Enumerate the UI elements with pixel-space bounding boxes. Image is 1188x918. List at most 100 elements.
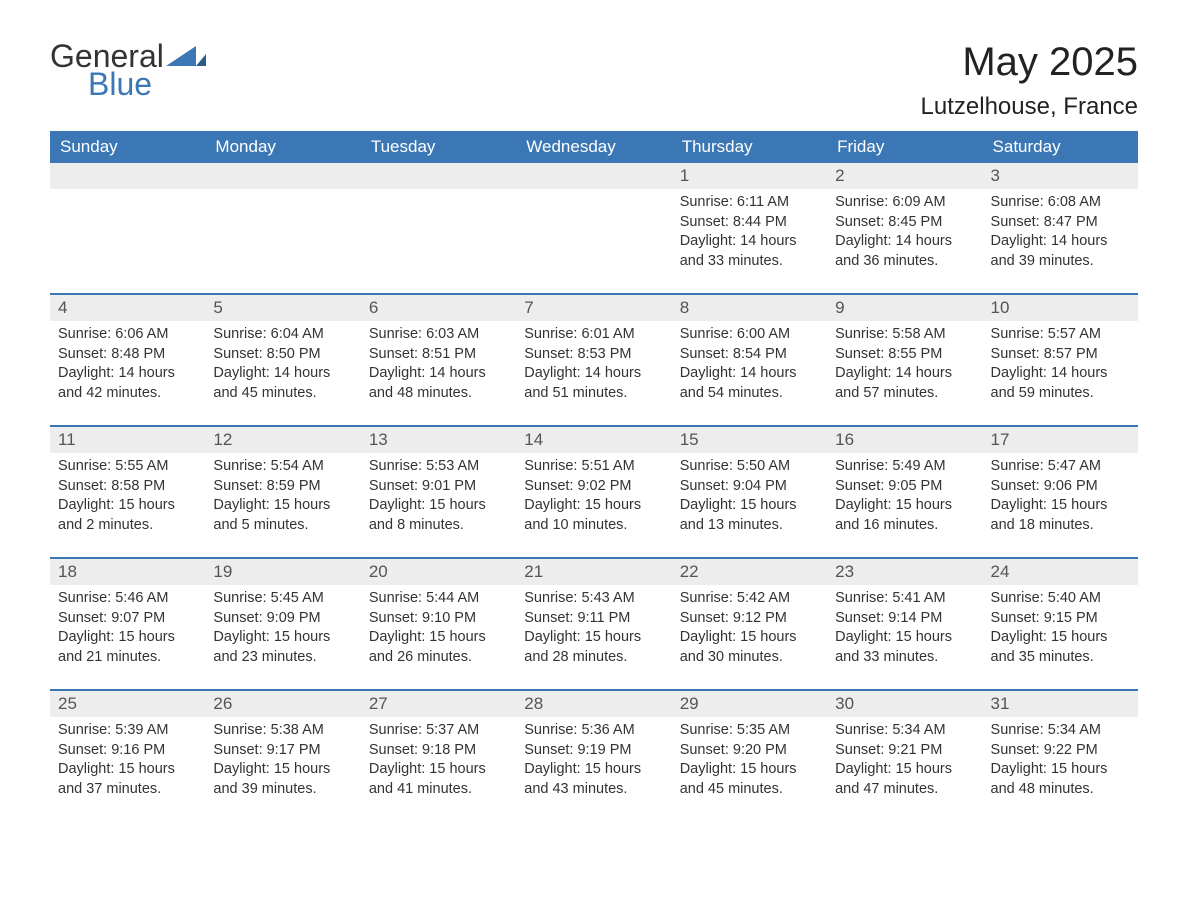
day-number: 28 [524, 694, 543, 713]
daylight-line: Daylight: 15 hours and 8 minutes. [369, 496, 508, 535]
day-cell: 16Sunrise: 5:49 AMSunset: 9:05 PMDayligh… [827, 427, 982, 547]
daylight-line: Daylight: 14 hours and 48 minutes. [369, 364, 508, 403]
day-number-row: 31 [983, 691, 1138, 717]
day-number: 8 [680, 298, 689, 317]
dow-sunday: Sunday [50, 131, 205, 163]
sunset-line: Sunset: 8:55 PM [835, 345, 974, 365]
logo: General Blue [50, 40, 164, 100]
day-number-row [516, 163, 671, 189]
sunrise-line: Sunrise: 5:49 AM [835, 457, 974, 477]
day-cell: 4Sunrise: 6:06 AMSunset: 8:48 PMDaylight… [50, 295, 205, 415]
day-cell: 5Sunrise: 6:04 AMSunset: 8:50 PMDaylight… [205, 295, 360, 415]
day-number: 24 [991, 562, 1010, 581]
sunrise-line: Sunrise: 5:38 AM [213, 721, 352, 741]
sunrise-line: Sunrise: 6:08 AM [991, 193, 1130, 213]
sunrise-line: Sunrise: 5:55 AM [58, 457, 197, 477]
daylight-line: Daylight: 15 hours and 16 minutes. [835, 496, 974, 535]
day-body [516, 189, 671, 199]
title-block: May 2025 Lutzelhouse, France [921, 40, 1138, 121]
sunrise-line: Sunrise: 6:06 AM [58, 325, 197, 345]
empty-cell [205, 163, 360, 283]
day-body: Sunrise: 5:34 AMSunset: 9:22 PMDaylight:… [983, 717, 1138, 805]
sunrise-line: Sunrise: 5:35 AM [680, 721, 819, 741]
header: General Blue May 2025 Lutzelhouse, Franc… [50, 40, 1138, 121]
day-number-row: 5 [205, 295, 360, 321]
dow-wednesday: Wednesday [516, 131, 671, 163]
dow-header-row: SundayMondayTuesdayWednesdayThursdayFrid… [50, 131, 1138, 163]
day-number: 14 [524, 430, 543, 449]
sunrise-line: Sunrise: 5:39 AM [58, 721, 197, 741]
day-number: 5 [213, 298, 222, 317]
empty-cell [361, 163, 516, 283]
daylight-line: Daylight: 15 hours and 18 minutes. [991, 496, 1130, 535]
day-body: Sunrise: 5:37 AMSunset: 9:18 PMDaylight:… [361, 717, 516, 805]
logo-triangle-icon [166, 44, 206, 70]
day-number-row: 15 [672, 427, 827, 453]
day-number-row: 9 [827, 295, 982, 321]
day-body: Sunrise: 5:47 AMSunset: 9:06 PMDaylight:… [983, 453, 1138, 541]
daylight-line: Daylight: 15 hours and 5 minutes. [213, 496, 352, 535]
day-body: Sunrise: 5:43 AMSunset: 9:11 PMDaylight:… [516, 585, 671, 673]
day-cell: 26Sunrise: 5:38 AMSunset: 9:17 PMDayligh… [205, 691, 360, 811]
day-cell: 28Sunrise: 5:36 AMSunset: 9:19 PMDayligh… [516, 691, 671, 811]
day-body: Sunrise: 5:40 AMSunset: 9:15 PMDaylight:… [983, 585, 1138, 673]
day-body: Sunrise: 5:58 AMSunset: 8:55 PMDaylight:… [827, 321, 982, 409]
daylight-line: Daylight: 15 hours and 28 minutes. [524, 628, 663, 667]
day-number: 4 [58, 298, 67, 317]
sunset-line: Sunset: 9:16 PM [58, 741, 197, 761]
sunrise-line: Sunrise: 5:34 AM [835, 721, 974, 741]
sunset-line: Sunset: 9:02 PM [524, 477, 663, 497]
daylight-line: Daylight: 15 hours and 30 minutes. [680, 628, 819, 667]
day-number-row [50, 163, 205, 189]
day-number: 31 [991, 694, 1010, 713]
dow-thursday: Thursday [672, 131, 827, 163]
logo-text: General Blue [50, 40, 164, 100]
sunset-line: Sunset: 8:48 PM [58, 345, 197, 365]
sunrise-line: Sunrise: 6:03 AM [369, 325, 508, 345]
day-cell: 14 Sunrise: 5:51 AMSunset: 9:02 PMDayligh… [516, 427, 671, 547]
day-number-row: 24 [983, 559, 1138, 585]
daylight-line: Daylight: 14 hours and 33 minutes. [680, 232, 819, 271]
day-body: Sunrise: 5:49 AMSunset: 9:05 PMDaylight:… [827, 453, 982, 541]
week-row: 18Sunrise: 5:46 AMSunset: 9:07 PMDayligh… [50, 557, 1138, 679]
day-cell: 1Sunrise: 6:11 AMSunset: 8:44 PMDaylight… [672, 163, 827, 283]
daylight-line: Daylight: 15 hours and 43 minutes. [524, 760, 663, 799]
day-cell: 3Sunrise: 6:08 AMSunset: 8:47 PMDaylight… [983, 163, 1138, 283]
daylight-line: Daylight: 15 hours and 35 minutes. [991, 628, 1130, 667]
sunset-line: Sunset: 9:21 PM [835, 741, 974, 761]
daylight-line: Daylight: 15 hours and 10 minutes. [524, 496, 663, 535]
day-number-row: 29 [672, 691, 827, 717]
day-number: 22 [680, 562, 699, 581]
day-number: 6 [369, 298, 378, 317]
day-body: Sunrise: 6:00 AMSunset: 8:54 PMDaylight:… [672, 321, 827, 409]
day-cell: 30Sunrise: 5:34 AMSunset: 9:21 PMDayligh… [827, 691, 982, 811]
sunset-line: Sunset: 9:06 PM [991, 477, 1130, 497]
day-body: Sunrise: 6:09 AMSunset: 8:45 PMDaylight:… [827, 189, 982, 277]
daylight-line: Daylight: 15 hours and 48 minutes. [991, 760, 1130, 799]
day-cell: 6 Sunrise: 6:03 AMSunset: 8:51 PMDaylight… [361, 295, 516, 415]
sunrise-line: Sunrise: 5:37 AM [369, 721, 508, 741]
sunrise-line: Sunrise: 5:51 AM [524, 457, 663, 477]
sunset-line: Sunset: 8:51 PM [369, 345, 508, 365]
day-body: Sunrise: 5:39 AMSunset: 9:16 PMDaylight:… [50, 717, 205, 805]
sunrise-line: Sunrise: 5:47 AM [991, 457, 1130, 477]
day-number-row: 7 [516, 295, 671, 321]
day-number: 12 [213, 430, 232, 449]
day-number-row: 26 [205, 691, 360, 717]
day-number: 30 [835, 694, 854, 713]
day-cell: 15Sunrise: 5:50 AMSunset: 9:04 PMDayligh… [672, 427, 827, 547]
day-number-row: 28 [516, 691, 671, 717]
sunrise-line: Sunrise: 5:45 AM [213, 589, 352, 609]
daylight-line: Daylight: 14 hours and 54 minutes. [680, 364, 819, 403]
week-row: 25Sunrise: 5:39 AMSunset: 9:16 PMDayligh… [50, 689, 1138, 811]
sunrise-line: Sunrise: 6:01 AM [524, 325, 663, 345]
day-body: Sunrise: 5:41 AMSunset: 9:14 PMDaylight:… [827, 585, 982, 673]
day-body: Sunrise: 6:11 AMSunset: 8:44 PMDaylight:… [672, 189, 827, 277]
sunrise-line: Sunrise: 5:43 AM [524, 589, 663, 609]
day-number: 15 [680, 430, 699, 449]
day-cell: 21Sunrise: 5:43 AMSunset: 9:11 PMDayligh… [516, 559, 671, 679]
empty-cell [516, 163, 671, 283]
daylight-line: Daylight: 14 hours and 57 minutes. [835, 364, 974, 403]
day-body: Sunrise: 5:42 AMSunset: 9:12 PMDaylight:… [672, 585, 827, 673]
day-number-row: 22 [672, 559, 827, 585]
